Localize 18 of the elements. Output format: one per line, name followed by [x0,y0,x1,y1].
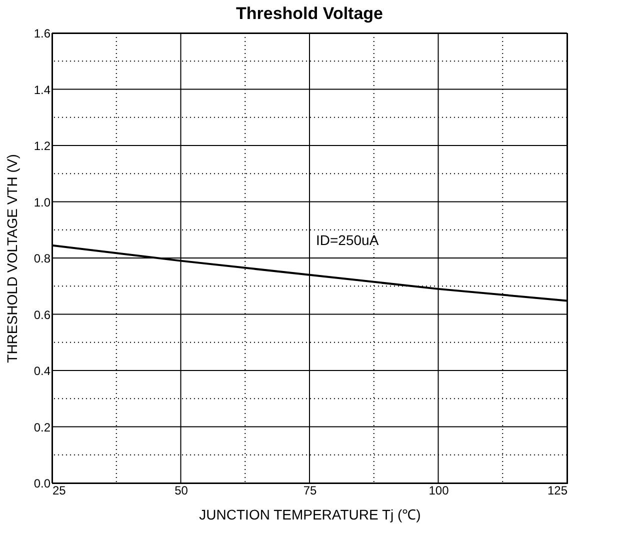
y-tick-label: 0.6 [34,308,51,322]
x-tick-label: 100 [428,484,450,498]
annotation: ID=250uA [316,232,380,248]
x-axis-title: JUNCTION TEMPERATURE Tj (℃) [199,506,421,522]
x-tick-label: 50 [174,484,188,498]
y-tick-label: 0.0 [34,476,51,490]
x-tick-label: 125 [547,484,568,498]
y-tick-label: 1.6 [34,26,51,40]
y-tick-label: 1.2 [34,139,51,153]
y-tick-label: 0.2 [34,420,51,434]
y-axis-title: THRESHOLD VOLTAGE VTH (V) [4,154,20,363]
y-tick-label: 1.0 [34,195,51,210]
x-tick-label: 75 [303,484,317,498]
y-tick-label: 1.4 [34,82,51,97]
chart-title: Threshold Voltage [236,4,384,23]
y-tick-label: 0.8 [34,252,51,266]
y-tick-label: 0.4 [34,364,51,378]
x-tick-label: 25 [52,484,66,498]
